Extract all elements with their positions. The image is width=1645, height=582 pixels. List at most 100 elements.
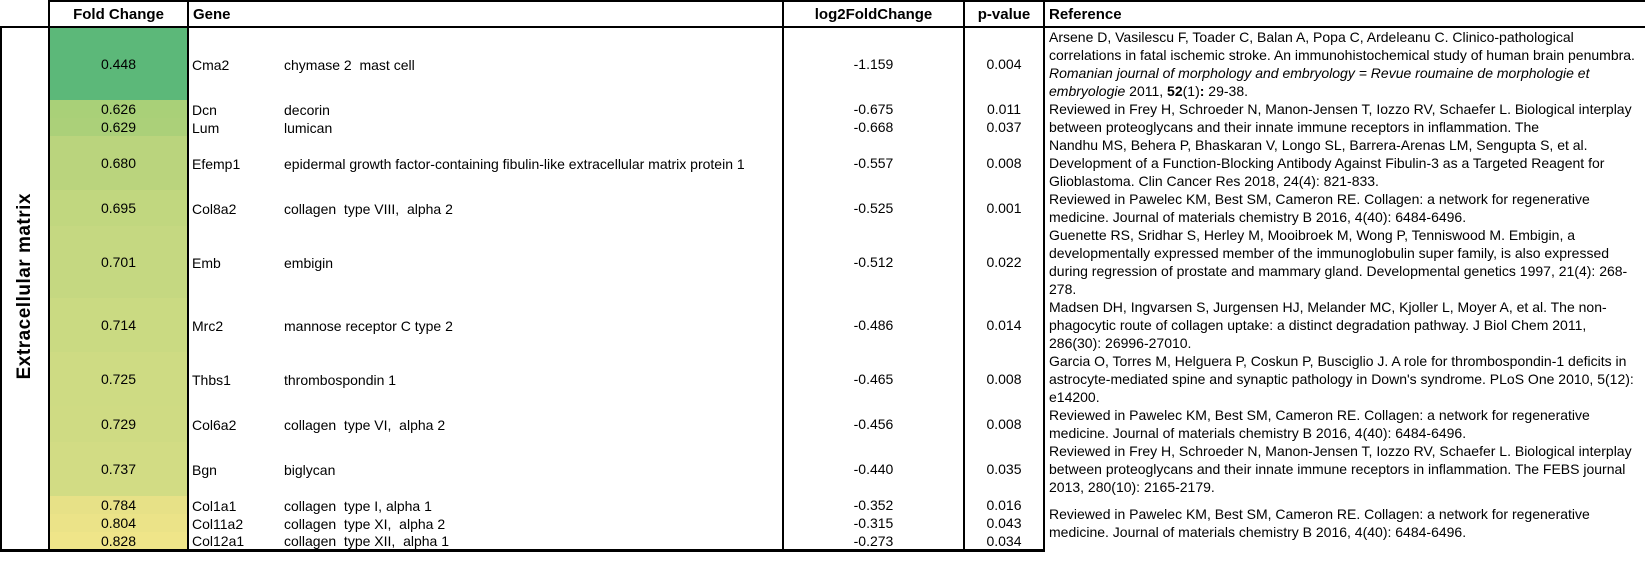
fold-change-cell: 0.784	[48, 496, 189, 514]
fold-change-cell: 0.737	[48, 442, 189, 496]
fold-change-cell: 0.729	[48, 406, 189, 442]
fold-change-cell: 0.626	[48, 100, 189, 118]
gene-description: epidermal growth factor-containing fibul…	[284, 155, 745, 172]
fold-change-cell: 0.629	[48, 118, 189, 136]
pvalue-cell: 0.014	[963, 298, 1045, 352]
gene-description: embigin	[284, 254, 334, 271]
reference-cell: Reviewed in Pawelec KM, Best SM, Cameron…	[1043, 190, 1645, 226]
column-header-reference: Reference	[1043, 0, 1645, 28]
category-label-text: Extracellular matrix	[14, 192, 35, 380]
gene-symbol: Bgn	[192, 461, 217, 478]
column-header-pvalue: p-value	[963, 0, 1045, 28]
pvalue-cell: 0.016	[963, 496, 1045, 514]
table-row: 0.737 Bgn biglycan -0.440 0.035 Reviewed …	[1, 442, 1645, 496]
log2fc-cell: -0.557	[782, 136, 965, 190]
log2fc-cell: -0.273	[782, 532, 965, 553]
fold-change-cell: 0.695	[48, 190, 189, 226]
log2fc-cell: -0.456	[782, 406, 965, 442]
gene-symbol: Lum	[192, 119, 220, 136]
pvalue-cell: 0.043	[963, 514, 1045, 532]
log2fc-cell: -0.668	[782, 118, 965, 136]
gene-cell: Dcn decorin	[187, 100, 784, 118]
gene-description: biglycan	[284, 461, 336, 478]
gene-cell: Cma2 chymase 2 mast cell	[187, 27, 784, 100]
fold-change-cell: 0.828	[48, 532, 189, 553]
gene-symbol: Col6a2	[192, 416, 237, 433]
gene-symbol: Col1a1	[192, 497, 237, 514]
table-row: 0.725 Thbs1 thrombospondin 1 -0.465 0.008…	[1, 352, 1645, 406]
pvalue-cell: 0.004	[963, 27, 1045, 100]
reference-cell: Madsen DH, Ingvarsen S, Jurgensen HJ, Me…	[1043, 298, 1645, 352]
pvalue-cell: 0.008	[963, 406, 1045, 442]
table-row: 0.626 Dcn decorin -0.675 0.011 Reviewed i…	[1, 100, 1645, 136]
gene-cell: Lum lumican	[187, 118, 784, 136]
log2fc-cell: -0.675	[782, 100, 965, 118]
gene-symbol: Emb	[192, 254, 221, 271]
gene-description: collagen type VIII, alpha 2	[284, 200, 453, 217]
pvalue-cell: 0.037	[963, 118, 1045, 136]
table-row: 0.729 Col6a2 collagen type VI, alpha 2 -0…	[1, 406, 1645, 442]
table-row: 0.701 Emb embigin -0.512 0.022 Guenette R…	[1, 226, 1645, 298]
log2fc-cell: -0.465	[782, 352, 965, 406]
gene-cell: Col8a2 collagen type VIII, alpha 2	[187, 190, 784, 226]
fold-change-cell: 0.725	[48, 352, 189, 406]
table-row: 0.714 Mrc2 mannose receptor C type 2 -0.4…	[1, 298, 1645, 352]
category-label: Extracellular matrix	[0, 26, 50, 553]
gene-symbol: Thbs1	[192, 371, 231, 388]
gene-description: mannose receptor C type 2	[284, 317, 453, 334]
gene-description: thrombospondin 1	[284, 371, 397, 388]
pvalue-cell: 0.001	[963, 190, 1045, 226]
reference-cell: Guenette RS, Sridhar S, Herley M, Mooibr…	[1043, 226, 1645, 298]
gene-symbol: Col8a2	[192, 200, 237, 217]
gene-symbol: Cma2	[192, 56, 230, 73]
column-header-log2foldchange: log2FoldChange	[782, 0, 965, 28]
pvalue-cell: 0.008	[963, 352, 1045, 406]
fold-change-cell: 0.701	[48, 226, 189, 298]
table-row: 0.828 Col12a1 collagen type XII, alpha 1 …	[1, 532, 1645, 553]
log2fc-cell: -0.525	[782, 190, 965, 226]
gene-cell: Mrc2 mannose receptor C type 2	[187, 298, 784, 352]
fold-change-cell: 0.448	[48, 27, 189, 100]
column-header-gene: Gene	[187, 0, 784, 28]
pvalue-cell: 0.035	[963, 442, 1045, 496]
fold-change-cell: 0.680	[48, 136, 189, 190]
gene-cell: Thbs1 thrombospondin 1	[187, 352, 784, 406]
gene-description: chymase 2 mast cell	[284, 56, 415, 73]
table-row: 0.629 Lum lumican -0.668 0.037	[1, 118, 1645, 136]
table-row: 0.784 Col1a1 collagen type I, alpha 1 -0.…	[1, 496, 1645, 551]
reference-cell: Reviewed in Frey H, Schroeder N, Manon-J…	[1043, 442, 1645, 496]
pvalue-cell: 0.008	[963, 136, 1045, 190]
table-row: Extracellular matrix 0.448 Cma2 chymase 2…	[0, 26, 1645, 553]
gene-cell: Col1a1 collagen type I, alpha 1	[187, 496, 784, 514]
gene-expression-table: Fold Change Gene log2FoldChange p-value …	[0, 0, 1645, 553]
table-row: 0.804 Col11a2 collagen type XI, alpha 2 -…	[1, 514, 1645, 532]
reference-cell: Reviewed in Frey H, Schroeder N, Manon-J…	[1043, 100, 1645, 136]
gene-cell: Col6a2 collagen type VI, alpha 2	[187, 406, 784, 442]
gene-description: collagen type XI, alpha 2	[284, 515, 446, 532]
gene-cell: Efemp1 epidermal growth factor-containing…	[187, 136, 784, 190]
gene-description: collagen type I, alpha 1	[284, 497, 432, 514]
gene-cell: Col12a1 collagen type XII, alpha 1	[187, 532, 784, 553]
log2fc-cell: -0.315	[782, 514, 965, 532]
gene-cell: Emb embigin	[187, 226, 784, 298]
pvalue-cell: 0.011	[963, 100, 1045, 118]
reference-cell: Arsene D, Vasilescu F, Toader C, Balan A…	[1043, 27, 1645, 100]
corner-spacer	[1, 1, 49, 27]
log2fc-cell: -0.512	[782, 226, 965, 298]
gene-cell: Col11a2 collagen type XI, alpha 2	[187, 514, 784, 532]
header-row: Fold Change Gene log2FoldChange p-value …	[1, 0, 1645, 28]
gene-symbol: Col12a1	[192, 533, 245, 550]
gene-description: collagen type XII, alpha 1	[284, 533, 449, 550]
gene-symbol: Col11a2	[192, 515, 244, 532]
table-row: 0.695 Col8a2 collagen type VIII, alpha 2 …	[1, 190, 1645, 226]
log2fc-cell: -0.352	[782, 496, 965, 514]
reference-cell: Garcia O, Torres M, Helguera P, Coskun P…	[1043, 352, 1645, 406]
reference-cell: Nandhu MS, Behera P, Bhaskaran V, Longo …	[1043, 136, 1645, 190]
gene-symbol: Dcn	[192, 101, 217, 118]
gene-symbol: Efemp1	[192, 155, 241, 172]
gene-description: lumican	[284, 119, 333, 136]
log2fc-cell: -1.159	[782, 27, 965, 100]
gene-description: collagen type VI, alpha 2	[284, 416, 446, 433]
log2fc-cell: -0.486	[782, 298, 965, 352]
gene-symbol: Mrc2	[192, 317, 224, 334]
